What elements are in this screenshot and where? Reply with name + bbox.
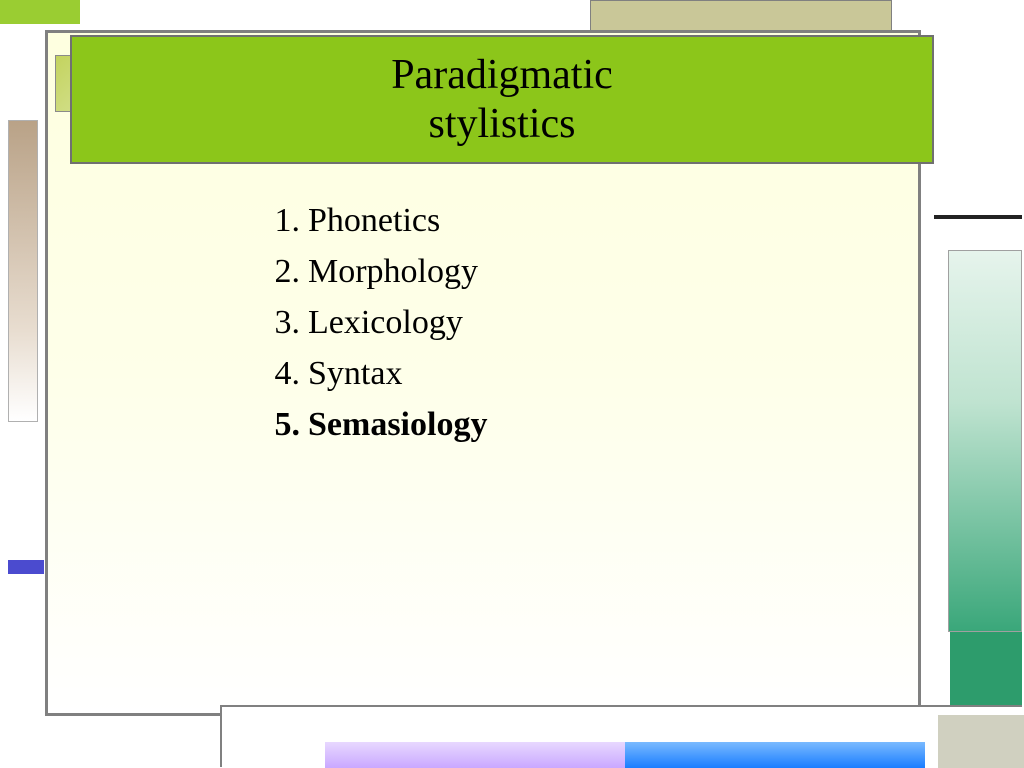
deco-left-tan: [8, 120, 38, 422]
deco-bottom-right-gray: [938, 715, 1024, 768]
deco-top-green: [0, 0, 80, 24]
title-box: Paradigmatic stylistics: [70, 35, 934, 164]
list-number: 3.: [260, 297, 300, 348]
slide-title: Paradigmatic stylistics: [391, 51, 613, 148]
deco-left-blue: [8, 560, 44, 574]
title-line2: stylistics: [428, 101, 575, 147]
deco-right-black-line: [934, 215, 1022, 219]
list-number: 2.: [260, 246, 300, 297]
slide-canvas: Paradigmatic stylistics 1. Phonetics 2. …: [0, 0, 1024, 768]
list-number: 1.: [260, 195, 300, 246]
list-number: 4.: [260, 348, 300, 399]
list-text: Semasiology: [300, 399, 487, 450]
list-item: 3. Lexicology: [260, 297, 487, 348]
list-number: 5.: [260, 399, 300, 450]
list-text: Morphology: [300, 246, 478, 297]
list-item: 4. Syntax: [260, 348, 487, 399]
deco-bottom-purple: [325, 742, 625, 768]
deco-right-green-solid: [950, 632, 1022, 712]
list-text: Syntax: [300, 348, 402, 399]
list-item: 2. Morphology: [260, 246, 487, 297]
deco-right-green-gradient: [948, 250, 1022, 632]
list-text: Phonetics: [300, 195, 440, 246]
list-item: 1. Phonetics: [260, 195, 487, 246]
list-text: Lexicology: [300, 297, 463, 348]
list-item: 5. Semasiology: [260, 399, 487, 450]
deco-bottom-blue: [625, 742, 925, 768]
title-line1: Paradigmatic: [391, 52, 613, 98]
content-list: 1. Phonetics 2. Morphology 3. Lexicology…: [260, 195, 487, 450]
